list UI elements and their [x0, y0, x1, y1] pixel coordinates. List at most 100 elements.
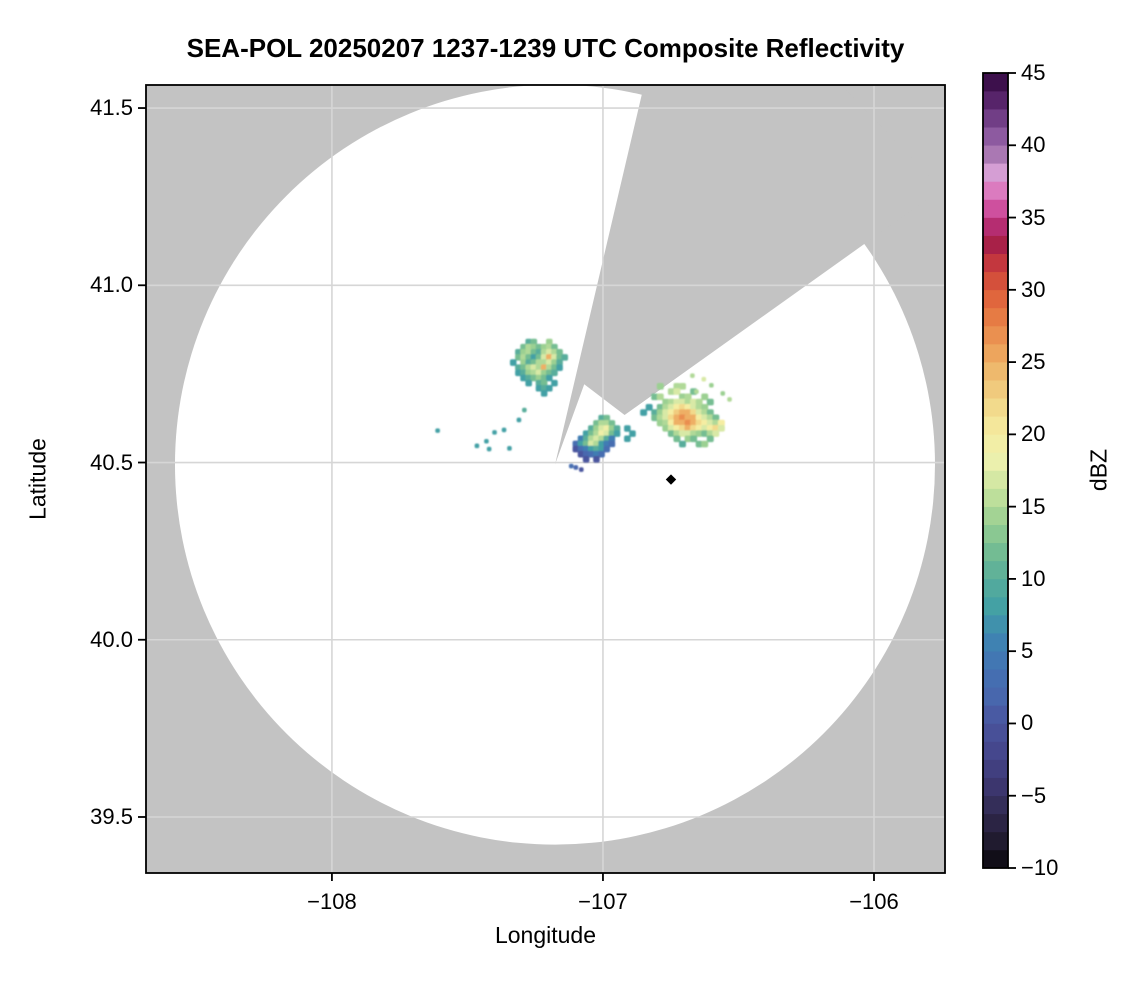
blocked-sector-wedge — [554, 85, 942, 465]
echo-cell — [525, 374, 532, 382]
colorbar-tick-label: 25 — [1021, 349, 1046, 375]
echo-cell — [474, 443, 480, 449]
colorbar-band — [983, 72, 1008, 92]
echo-cell — [556, 359, 563, 366]
echo-cell — [588, 430, 595, 437]
echo-cell — [593, 435, 600, 443]
echo-cell — [577, 450, 585, 458]
echo-cell — [684, 414, 692, 422]
y-tick-label: 40.5 — [90, 449, 133, 475]
echo-cell — [598, 414, 605, 422]
colorbar-tick-label: 0 — [1021, 710, 1034, 736]
echo-cell — [695, 403, 703, 411]
echo-cell — [535, 364, 543, 371]
echo-cell — [603, 435, 611, 443]
echo-cell — [535, 369, 543, 377]
echo-cell — [690, 435, 698, 443]
echo-cell — [578, 467, 584, 472]
echo-cell — [509, 359, 517, 366]
echo-cell — [593, 430, 600, 437]
echo-cell — [603, 440, 611, 448]
echo-cell — [701, 393, 709, 401]
echo-cell — [535, 359, 543, 366]
echo-cell — [520, 349, 527, 356]
colorbar-band — [983, 379, 1008, 399]
colorbar-tick-label: 45 — [1021, 60, 1046, 85]
echo-cell — [706, 435, 714, 443]
echo-cell — [525, 369, 532, 377]
echo-cell — [588, 445, 595, 453]
echo-cell — [593, 440, 600, 448]
echo-cell — [608, 420, 616, 427]
echo-cell — [546, 354, 553, 361]
echo-cell — [684, 403, 692, 411]
echo-cell — [593, 450, 600, 458]
echo-cell — [551, 343, 558, 351]
colorbar-band — [983, 741, 1008, 760]
x-axis-label: Longitude — [494, 922, 597, 948]
echo-cell — [603, 445, 611, 453]
echo-cell — [530, 343, 538, 351]
colorbar-tick-label: −5 — [1021, 782, 1047, 808]
x-tick-label: −107 — [578, 889, 628, 914]
echo-cell — [551, 354, 558, 361]
colorbar-band — [983, 632, 1008, 652]
colorbar-band — [983, 795, 1008, 815]
echo-cell — [593, 445, 600, 453]
echo-cell — [717, 424, 725, 432]
colorbar-band — [983, 434, 1008, 453]
echo-cell — [679, 403, 686, 411]
echo-cell — [656, 393, 664, 401]
echo-cell — [540, 379, 548, 387]
echo-cell — [515, 364, 522, 371]
echo-cell — [582, 456, 590, 463]
colorbar-tick-label: 5 — [1021, 638, 1034, 664]
echo-cell — [662, 424, 670, 432]
colorbar-tick-label: 20 — [1021, 421, 1046, 447]
x-tick-label: −106 — [849, 889, 899, 914]
echo-cell — [551, 359, 558, 366]
echo-cell — [701, 430, 709, 437]
echo-cell — [535, 354, 543, 361]
echo-cell — [546, 369, 553, 377]
echo-cell — [598, 440, 605, 448]
colorbar-tick-label: −10 — [1021, 855, 1059, 880]
echo-cell — [673, 424, 681, 432]
colorbar-band — [983, 361, 1008, 381]
echo-cell — [582, 440, 590, 448]
colorbar-band — [983, 759, 1008, 778]
echo-cell — [520, 359, 527, 366]
echo-cell — [525, 379, 532, 387]
colorbar-band — [983, 144, 1008, 164]
echo-cell — [673, 388, 681, 395]
echo-cell — [684, 435, 692, 443]
echo-cell — [540, 369, 548, 377]
echo-cell — [530, 369, 538, 377]
echo-cell — [695, 440, 703, 448]
echo-cell — [608, 425, 616, 432]
echo-cell — [629, 430, 636, 437]
echo-cell — [582, 445, 590, 453]
echo-cell — [540, 390, 548, 397]
echo-cell — [690, 424, 698, 432]
echo-cell — [593, 456, 600, 463]
colorbar-band — [983, 578, 1008, 598]
colorbar-tick-label: 30 — [1021, 276, 1046, 302]
echo-cell — [535, 374, 543, 382]
echo-cell — [522, 407, 527, 413]
echo-cell — [679, 398, 686, 406]
colorbar-band — [983, 705, 1008, 724]
echo-cell — [695, 424, 703, 432]
echo-cell — [535, 379, 543, 387]
echo-cell — [667, 419, 675, 427]
echo-cell — [435, 428, 440, 433]
reflectivity-echoes — [435, 338, 732, 472]
echo-cell — [720, 391, 726, 396]
echo-cell — [551, 349, 558, 356]
y-tick-label: 39.5 — [90, 803, 133, 829]
echo-cell — [695, 430, 703, 437]
echo-cell — [593, 420, 600, 427]
colorbar-band — [983, 488, 1008, 507]
colorbar-band — [983, 831, 1008, 851]
